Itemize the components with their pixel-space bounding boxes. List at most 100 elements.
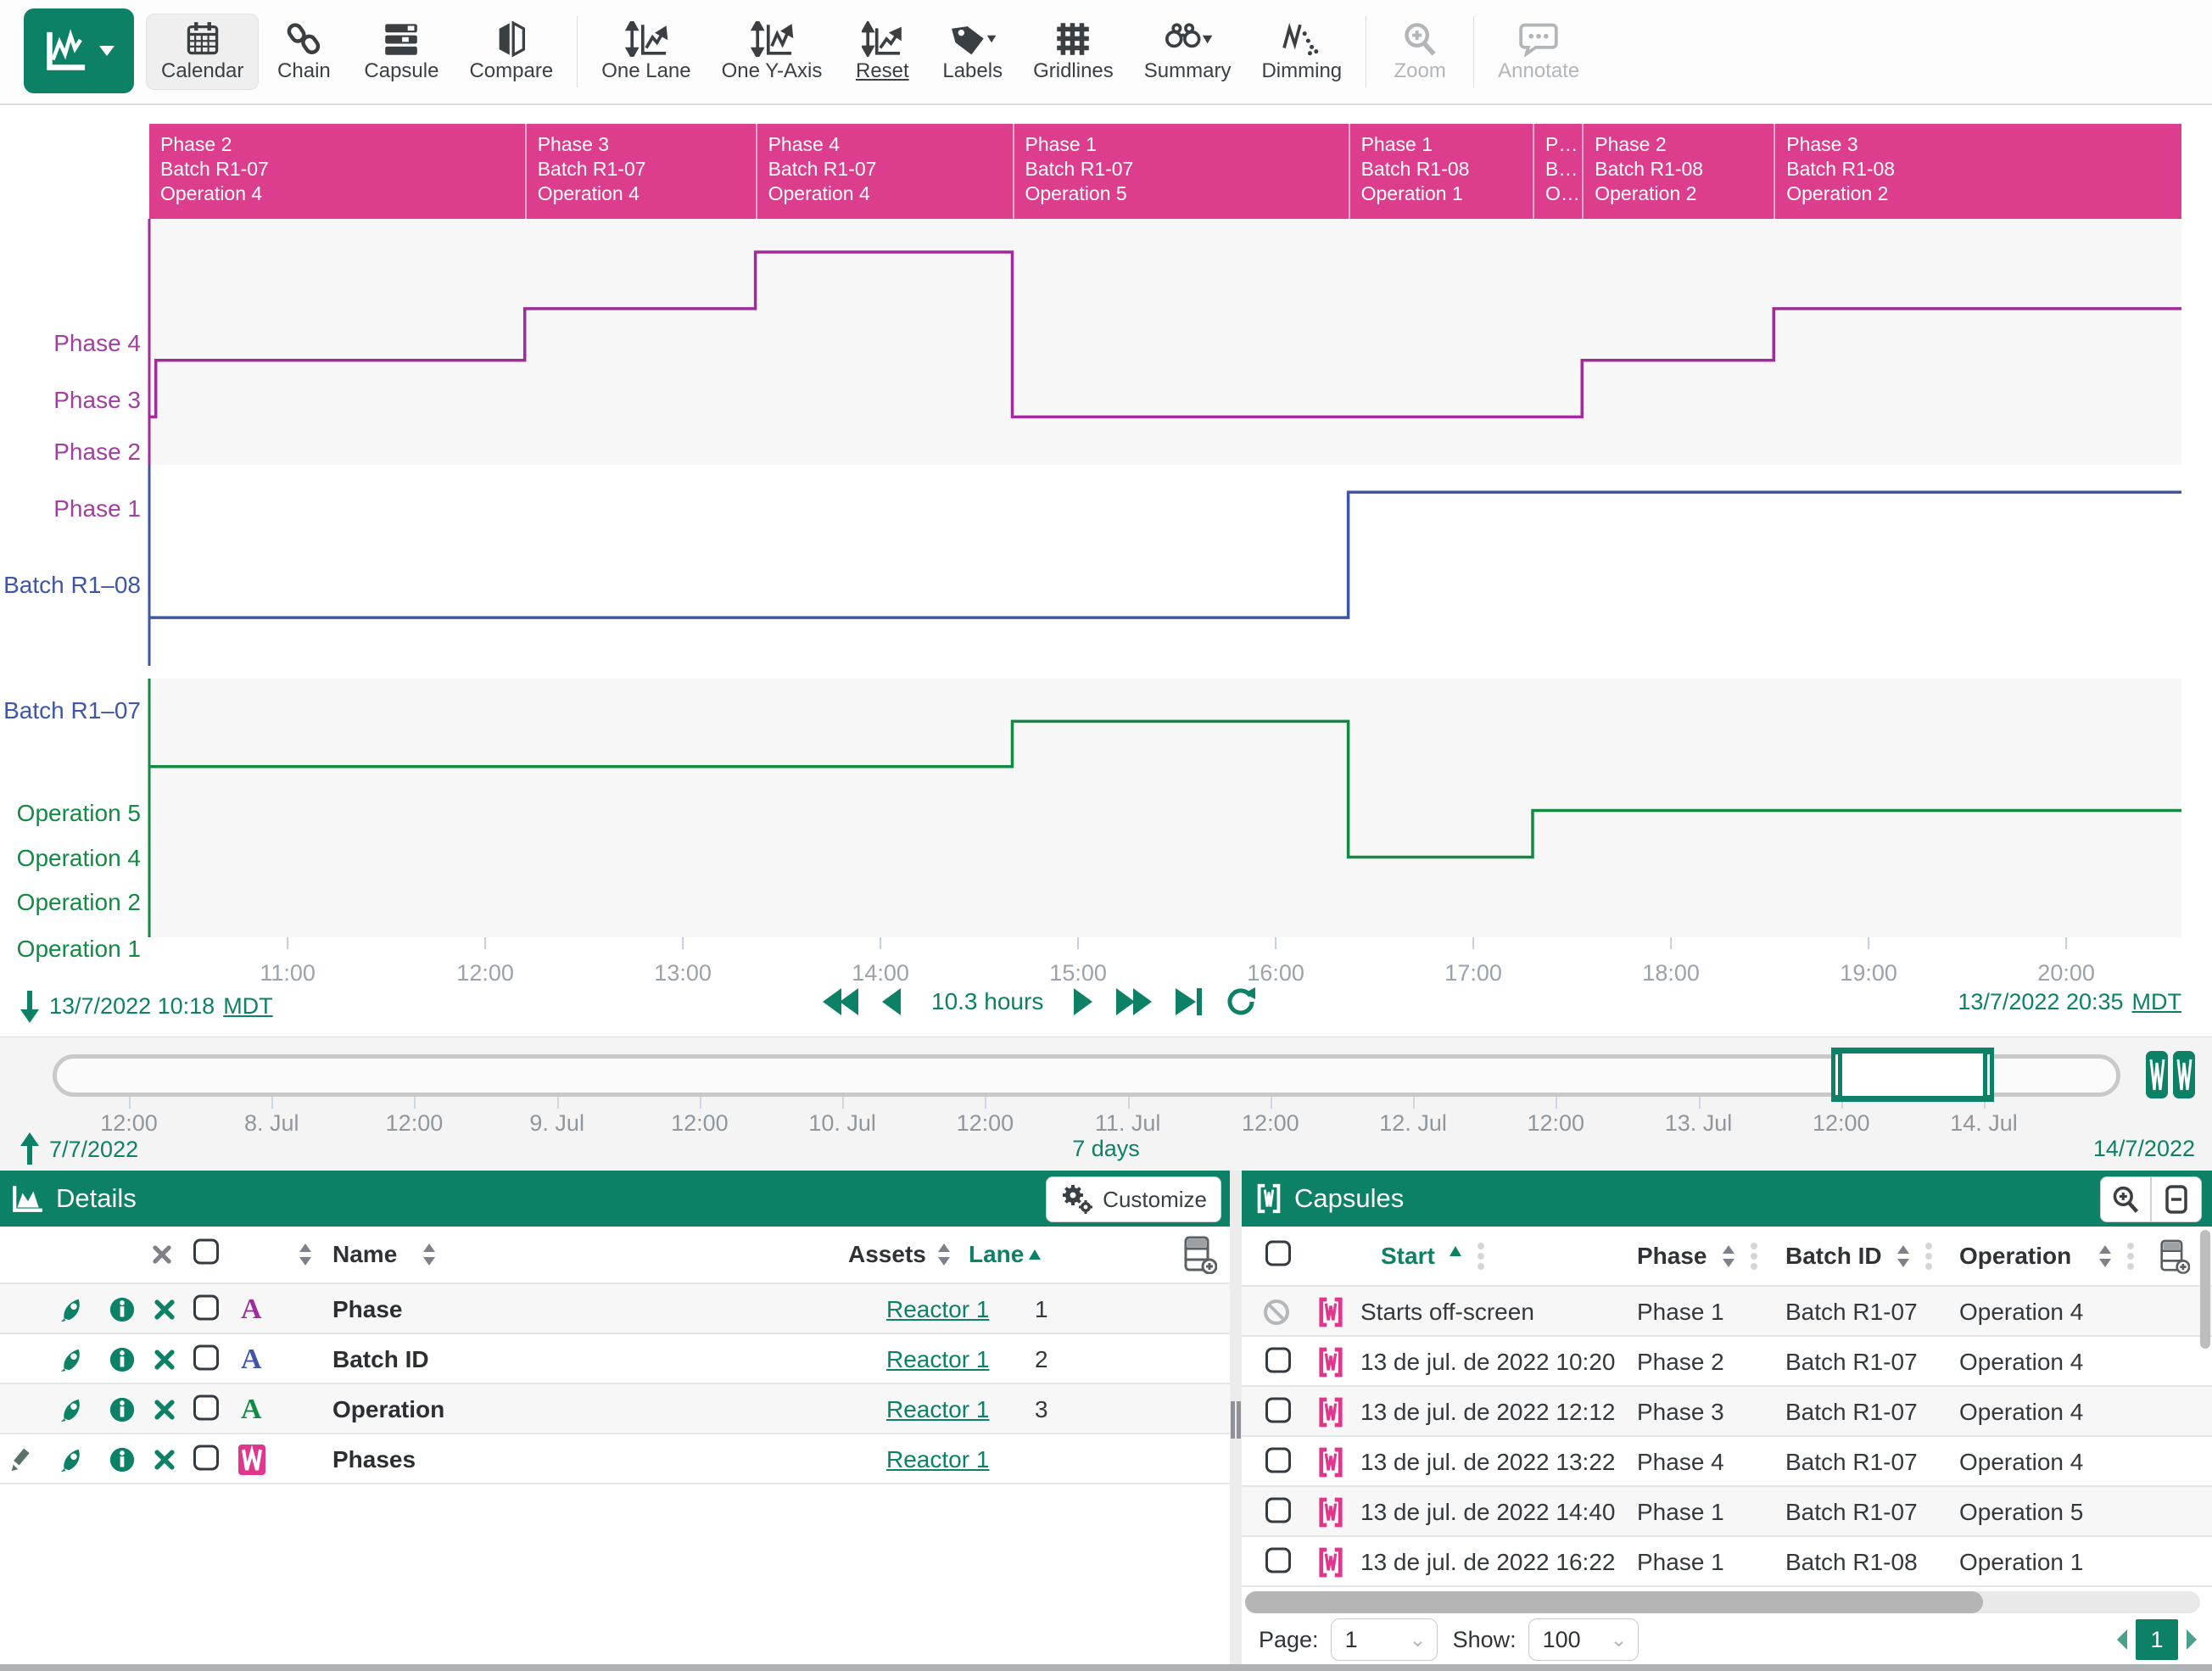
step-to-end-icon[interactable] xyxy=(1174,986,1203,1017)
sort-icon[interactable] xyxy=(2098,1244,2112,1268)
sort-icon[interactable] xyxy=(937,1243,951,1266)
scrollbar-thumb[interactable] xyxy=(1245,1591,1983,1613)
remove-icon[interactable] xyxy=(154,1299,175,1320)
selection-right-handle[interactable] xyxy=(1982,1048,1994,1102)
row-checkbox[interactable] xyxy=(193,1344,219,1374)
toolbar-button-compare[interactable]: Compare xyxy=(454,14,568,90)
toolbar-button-gridlines[interactable]: Gridlines xyxy=(1018,14,1129,90)
trend-item-icon[interactable] xyxy=(59,1396,87,1423)
step-back-full-icon[interactable] xyxy=(823,986,860,1017)
remove-icon[interactable] xyxy=(154,1350,175,1370)
toolbar-button-one-y-axis[interactable]: One Y-Axis xyxy=(707,14,838,90)
show-select[interactable]: 100 ⌄ xyxy=(1528,1618,1639,1661)
column-header-lane[interactable]: Lane xyxy=(969,1241,1025,1267)
column-header-start[interactable]: Start xyxy=(1381,1242,1435,1269)
step-back-half-icon[interactable] xyxy=(882,986,902,1017)
view-mode-button[interactable] xyxy=(24,8,134,93)
info-icon[interactable] xyxy=(109,1446,136,1473)
remove-icon[interactable] xyxy=(154,1450,175,1470)
column-menu-icon[interactable] xyxy=(1751,1242,1757,1271)
scrollbar-thumb[interactable] xyxy=(2200,1230,2210,1349)
select-all-checkbox[interactable] xyxy=(193,1238,219,1271)
toolbar-button-one-lane[interactable]: One Lane xyxy=(586,14,706,90)
timeline-selection[interactable] xyxy=(1830,1048,1994,1102)
remove-icon[interactable] xyxy=(154,1400,175,1420)
column-header-phase[interactable]: Phase xyxy=(1637,1242,1707,1269)
prev-page-icon[interactable] xyxy=(2114,1628,2129,1651)
toolbar-button-zoom[interactable]: Zoom xyxy=(1375,14,1465,90)
refresh-icon[interactable] xyxy=(1225,986,1257,1018)
select-all-checkbox[interactable] xyxy=(1265,1240,1291,1271)
display-range-duration[interactable]: 10.3 hours xyxy=(931,988,1044,1014)
row-checkbox[interactable] xyxy=(193,1394,219,1424)
toolbar-button-annotate[interactable]: Annotate xyxy=(1483,14,1595,90)
add-column-icon[interactable] xyxy=(1183,1235,1217,1274)
display-range-start: 13/7/2022 10:18 MDT xyxy=(19,989,273,1023)
column-menu-icon[interactable] xyxy=(1925,1242,1932,1271)
column-header-operation[interactable]: Operation xyxy=(1959,1242,2072,1269)
info-icon[interactable] xyxy=(109,1296,136,1323)
asset-link[interactable]: Reactor 1 xyxy=(886,1445,990,1473)
row-checkbox[interactable] xyxy=(1265,1347,1291,1377)
sort-icon[interactable] xyxy=(299,1243,312,1266)
timezone-link[interactable]: MDT xyxy=(2131,989,2181,1014)
timeline-track[interactable] xyxy=(53,1054,2120,1097)
customize-button[interactable]: Customize xyxy=(1046,1176,1221,1222)
capsule-header-segment[interactable]: Phase 3 Batch R1-08 Operation 2 xyxy=(1774,124,2181,219)
capsule-header-segment[interactable]: Phase 2 Batch R1-07 Operation 4 xyxy=(160,133,269,204)
add-column-icon[interactable] xyxy=(2159,1238,2190,1274)
asset-link[interactable]: Reactor 1 xyxy=(886,1395,990,1422)
info-icon[interactable] xyxy=(109,1346,136,1373)
toolbar-button-labels[interactable]: Labels xyxy=(927,14,1018,90)
asset-link[interactable]: Reactor 1 xyxy=(886,1345,990,1372)
selection-left-handle[interactable] xyxy=(1830,1048,1842,1102)
row-checkbox[interactable] xyxy=(1265,1547,1291,1577)
column-menu-icon[interactable] xyxy=(2127,1242,2134,1271)
toolbar-button-dimming[interactable]: Dimming xyxy=(1246,14,1357,90)
toolbar-button-calendar[interactable]: Calendar xyxy=(146,14,260,90)
page-select[interactable]: 1 ⌄ xyxy=(1330,1618,1438,1661)
timezone-link[interactable]: MDT xyxy=(223,992,273,1019)
row-checkbox[interactable] xyxy=(193,1445,219,1474)
sort-ascending-icon[interactable] xyxy=(1028,1249,1042,1260)
column-header-assets[interactable]: Assets xyxy=(848,1241,926,1267)
row-checkbox[interactable] xyxy=(193,1294,219,1324)
capsule-header-segment[interactable]: Phase 1 Batch R1-07 Operation 5 xyxy=(1012,124,1349,219)
step-forward-full-icon[interactable] xyxy=(1114,986,1153,1017)
capsule-header-segment[interactable]: Phase 1 Batch R1-08 Operation 1 xyxy=(1348,124,1533,219)
row-checkbox[interactable] xyxy=(1265,1397,1291,1427)
info-icon[interactable] xyxy=(109,1396,136,1423)
capsule-preview-icon[interactable] xyxy=(2144,1049,2197,1100)
panel-resize-divider[interactable] xyxy=(1230,1171,1242,1664)
horizontal-scrollbar[interactable] xyxy=(1245,1591,2200,1613)
capsule-header-segment[interactable]: P… B… O… xyxy=(1532,124,1582,219)
sort-icon[interactable] xyxy=(1722,1244,1735,1268)
sort-icon[interactable] xyxy=(422,1243,436,1266)
sort-ascending-icon[interactable] xyxy=(1449,1245,1462,1257)
column-header-batch[interactable]: Batch ID xyxy=(1785,1242,1882,1269)
capsule-header-segment[interactable]: Phase 3 Batch R1-07 Operation 4 xyxy=(524,124,756,219)
row-checkbox[interactable] xyxy=(1265,1497,1291,1527)
asset-link[interactable]: Reactor 1 xyxy=(886,1295,990,1322)
trend-item-icon[interactable] xyxy=(59,1446,87,1473)
trend-item-icon[interactable] xyxy=(59,1296,87,1323)
step-forward-half-icon[interactable] xyxy=(1072,986,1093,1017)
toolbar-button-capsule[interactable]: Capsule xyxy=(349,14,454,90)
row-checkbox[interactable] xyxy=(1265,1447,1291,1477)
remove-all-icon[interactable] xyxy=(153,1245,171,1264)
trend-item-icon[interactable] xyxy=(59,1346,87,1373)
toolbar-button-chain[interactable]: Chain xyxy=(259,14,349,90)
zoom-to-capsule-button[interactable] xyxy=(2100,1176,2151,1222)
toolbar-button-reset[interactable]: Reset xyxy=(837,14,927,90)
next-page-icon[interactable] xyxy=(2185,1628,2200,1651)
capsule-header-segment[interactable]: Phase 2 Batch R1-08 Operation 2 xyxy=(1582,124,1774,219)
toolbar-button-summary[interactable]: Summary xyxy=(1129,14,1247,90)
capsule-header-segment[interactable]: Phase 4 Batch R1-07 Operation 4 xyxy=(755,124,1013,219)
column-menu-icon[interactable] xyxy=(1477,1242,1484,1271)
vertical-scrollbar[interactable] xyxy=(2200,1230,2210,1654)
collapse-pane-button[interactable] xyxy=(2151,1176,2202,1222)
current-page-button[interactable]: 1 xyxy=(2136,1619,2178,1660)
sort-icon[interactable] xyxy=(1896,1244,1910,1268)
edit-pencil-icon[interactable] xyxy=(8,1447,34,1473)
column-header-name[interactable]: Name xyxy=(332,1241,398,1267)
